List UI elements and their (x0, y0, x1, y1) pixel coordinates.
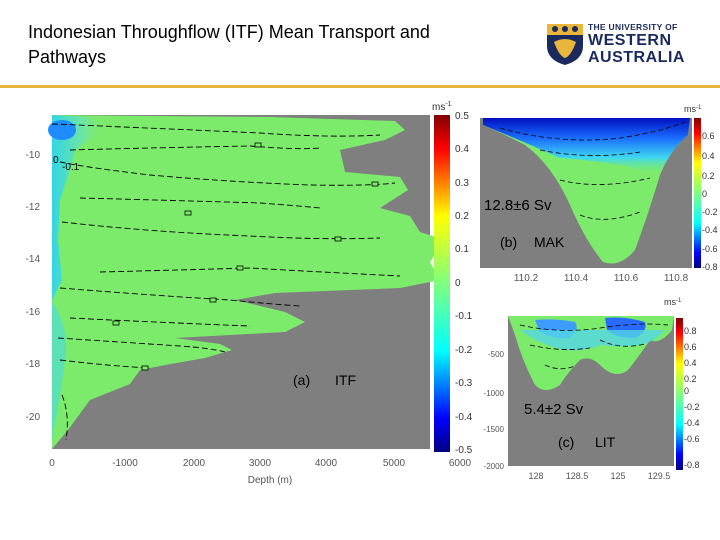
panel-c-x-tick: 128.5 (566, 471, 589, 481)
panel-c-transport: 5.4±2 Sv (524, 401, 584, 418)
panel-a-cbar-tick: 0.5 (455, 111, 469, 122)
logo-line-3: AUSTRALIA (588, 49, 685, 66)
logo-line-1: THE UNIVERSITY OF (588, 22, 678, 32)
panel-a-x-tick: 2000 (183, 458, 206, 469)
panel-a-cbar-tick: -0.4 (455, 412, 473, 423)
panel-b-transport: 12.8±6 Sv (484, 197, 552, 214)
panel-a-label: (a) (293, 372, 310, 388)
panel-b-cbar-tick: -0.2 (702, 207, 718, 217)
panel-b-cbar-tick: 0.6 (702, 131, 715, 141)
panel-b: 12.8±6 Sv (b) MAK 110.2 110.4 110.6 110.… (480, 104, 718, 284)
panel-b-cbar-tick: -0.8 (702, 262, 718, 272)
panel-b-cbar-tick: 0.4 (702, 151, 715, 161)
panel-c-cbar-tick: -0.2 (684, 402, 700, 412)
panel-a-y-tick: -10 (26, 150, 41, 161)
panel-c-colorbar (676, 318, 683, 470)
panel-b-cbar-tick: 0.2 (702, 171, 715, 181)
panel-b-cbar-tick: -0.6 (702, 244, 718, 254)
panel-a-y-tick: -12 (26, 202, 41, 213)
panel-a-x-label: Depth (m) (248, 475, 292, 486)
panel-a-x-axis: 0 -1000 2000 3000 4000 5000 6000 (49, 458, 471, 469)
panel-b-x-tick: 110.8 (664, 273, 689, 284)
panel-b-colorbar-ticks: 0.6 0.4 0.2 0 -0.2 -0.4 -0.6 -0.8 (702, 131, 718, 272)
panel-c-name: LIT (595, 434, 616, 450)
panel-a-flow-field (52, 115, 445, 449)
panel-c-y-tick: -2000 (484, 462, 505, 471)
panel-c-core (520, 330, 665, 351)
panel-c-y-tick: -1000 (484, 389, 505, 398)
panel-a-name: ITF (335, 372, 356, 388)
panel-c: 5.4±2 Sv (c) LIT -500 -1000 -1500 -2000 … (484, 297, 700, 481)
panel-b-contours (499, 121, 686, 220)
panel-c-x-tick: 128 (528, 471, 543, 481)
panel-c-label: (c) (558, 434, 574, 450)
panel-a-cbar-tick: -0.5 (455, 445, 473, 456)
panel-a-x-tick: 4000 (315, 458, 338, 469)
panel-b-x-tick: 110.2 (514, 273, 539, 284)
panel-a-cbar-tick: 0.4 (455, 144, 469, 155)
panel-c-cbar-tick: 0.8 (684, 326, 697, 336)
panel-a-y-tick: -20 (26, 412, 41, 423)
uwa-crest-icon (547, 24, 583, 65)
panel-a-cbar-tick: 0.3 (455, 178, 469, 189)
panel-a-x-tick: 3000 (249, 458, 272, 469)
panel-b-x-tick: 110.6 (614, 273, 639, 284)
panel-c-x-tick: 129.5 (648, 471, 671, 481)
panel-b-name: MAK (534, 234, 565, 250)
panel-a-lower-jet (52, 300, 67, 440)
panel-a-x-tick: 5000 (383, 458, 406, 469)
panel-a-cbar-tick: -0.1 (455, 311, 473, 322)
panel-a-cbar-tick: -0.3 (455, 378, 473, 389)
panel-a-cbar-tick: 0.2 (455, 211, 469, 222)
panel-a-core (48, 120, 76, 140)
panel-a-y-tick: -16 (26, 307, 41, 318)
panel-a-cbar-tick: 0 (455, 278, 461, 289)
panel-b-x-axis: 110.2 110.4 110.6 110.8 (514, 273, 689, 284)
panel-c-y-axis: -500 -1000 -1500 -2000 (484, 350, 505, 471)
panel-c-y-tick: -500 (488, 350, 505, 359)
panel-b-surface-jet (483, 118, 690, 175)
panel-c-x-axis: 128 128.5 125 129.5 (528, 471, 670, 481)
panel-a-colorbar-unit: ms-1 (432, 101, 452, 113)
panel-a-contour-label: -0.1 (62, 162, 80, 173)
panel-a-x-tick: 6000 (449, 458, 472, 469)
logo-line-2: WESTERN (588, 32, 672, 49)
panel-a-y-tick: -18 (26, 359, 41, 370)
title-divider (0, 85, 720, 88)
panel-c-cbar-tick: -0.8 (684, 460, 700, 470)
panel-c-colorbar-unit: ms-1 (664, 297, 682, 307)
panel-a-y-tick: -14 (26, 254, 41, 265)
panel-a-colorbar-ticks: 0.5 0.4 0.3 0.2 0.1 0 -0.1 -0.2 -0.3 -0.… (455, 111, 473, 456)
panel-a-y-axis: -10 -12 -14 -16 -18 -20 (26, 150, 41, 423)
panel-b-colorbar (694, 118, 701, 268)
panel-a-x-tick: 0 (49, 458, 55, 469)
panel-c-cbar-tick: 0 (684, 386, 689, 396)
panel-a-cbar-tick: 0.1 (455, 244, 469, 255)
panel-b-colorbar-unit: ms-1 (684, 104, 702, 114)
panel-a-contour-label: 0 (53, 155, 59, 166)
panel-a: 0 -0.1 -10 -12 -14 -16 -18 -20 0 -1000 2… (26, 101, 473, 486)
panel-c-y-tick: -1500 (484, 425, 505, 434)
panel-a-contour-markers (112, 142, 379, 371)
panel-a-colorbar (434, 115, 450, 452)
panel-c-cbar-tick: -0.6 (684, 434, 700, 444)
panel-b-x-tick: 110.4 (564, 273, 589, 284)
panel-c-cbar-tick: 0.2 (684, 374, 697, 384)
panel-c-cbar-tick: 0.4 (684, 358, 697, 368)
panel-b-cbar-tick: 0 (702, 189, 707, 199)
panel-c-x-tick: 125 (610, 471, 625, 481)
panel-c-colorbar-ticks: 0.8 0.6 0.4 0.2 0 -0.2 -0.4 -0.6 -0.8 (684, 326, 700, 470)
panel-c-cbar-tick: -0.4 (684, 418, 700, 428)
panel-a-cbar-tick: -0.2 (455, 345, 473, 356)
panel-c-cbar-tick: 0.6 (684, 342, 697, 352)
panel-c-contours (519, 323, 669, 370)
slide-title: Indonesian Throughflow (ITF) Mean Transp… (28, 22, 430, 67)
panel-b-cbar-tick: -0.4 (702, 225, 718, 235)
panel-b-label: (b) (500, 234, 517, 250)
panel-a-coastal-jet (52, 115, 105, 300)
panel-a-x-tick: -1000 (112, 458, 138, 469)
